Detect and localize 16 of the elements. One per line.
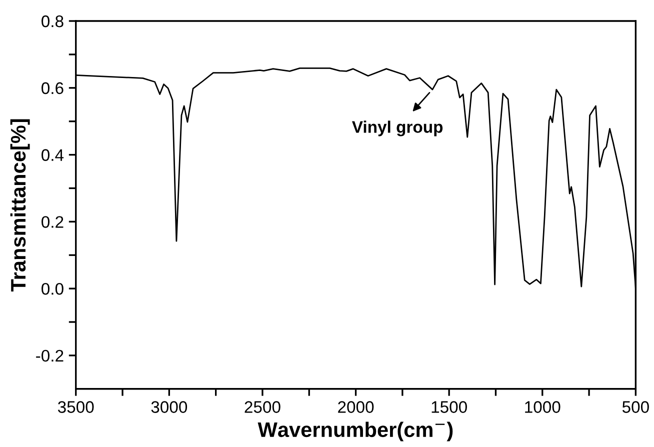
annotation: Vinyl group xyxy=(352,120,443,136)
y-tick-label: 0.4 xyxy=(42,149,64,161)
x-tick-label: 1000 xyxy=(525,401,560,413)
x-tick-label: 3000 xyxy=(151,401,188,413)
x-tick-label: 3500 xyxy=(58,401,94,413)
y-tick-label: 0.2 xyxy=(42,216,64,228)
y-tick-label: 0.6 xyxy=(42,82,64,94)
y-tick-label: 0.8 xyxy=(42,15,64,28)
x-tick-label: 1500 xyxy=(432,401,467,413)
x-axis-title: Wavernumber(cm$^{−}$) xyxy=(258,422,453,442)
y-tick-label: -0.2 xyxy=(36,350,64,362)
x-tick-label: 2000 xyxy=(338,401,374,413)
x-tick-label: 500 xyxy=(622,401,649,413)
y-tick-label: 0.0 xyxy=(42,282,64,295)
y-axis-title: Transmittance[%] xyxy=(10,119,30,292)
x-tick-label: 2500 xyxy=(244,401,280,413)
